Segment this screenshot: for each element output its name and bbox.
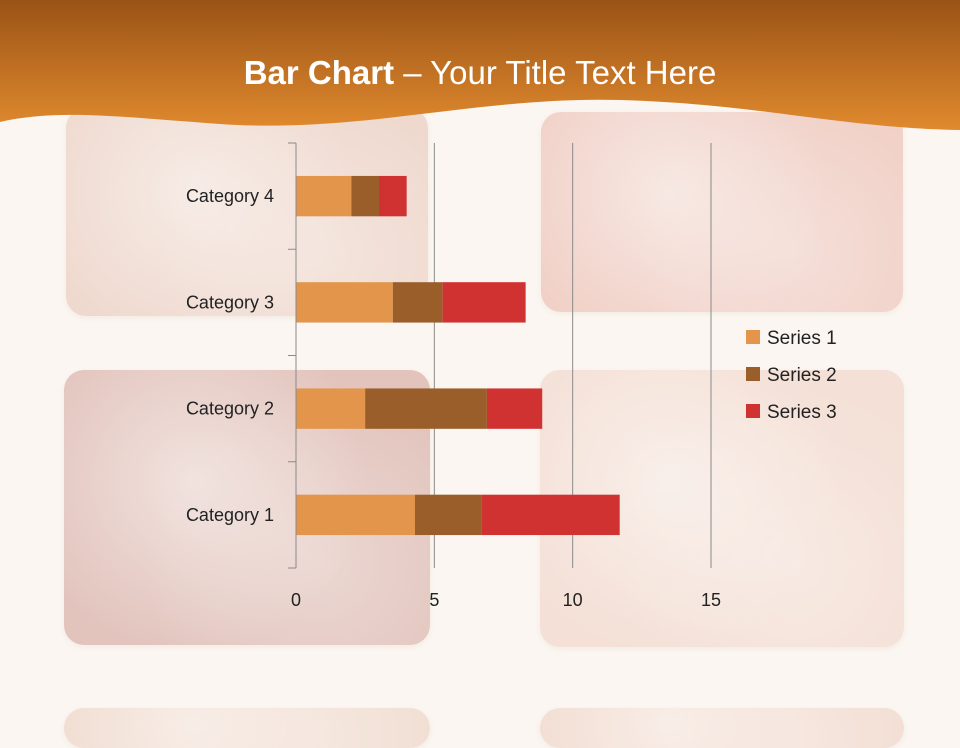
bar-3-series-1 — [296, 282, 393, 323]
x-tick-label: 10 — [563, 590, 583, 610]
category-label: Category 4 — [186, 186, 274, 206]
category-label: Category 1 — [186, 505, 274, 525]
title-rest: Your Title Text Here — [430, 54, 717, 91]
legend-label: Series 3 — [767, 402, 837, 423]
bar-3-series-3 — [442, 282, 526, 323]
bar-1-series-1 — [296, 494, 415, 536]
title-dash: – — [394, 54, 431, 91]
bar-4-series-3 — [379, 175, 407, 217]
bar-2-series-1 — [296, 388, 366, 429]
axis-layer: 0 5 10 15 Category 1 Category 2 Category 3 Cate… — [186, 142, 721, 610]
bar-chart: 0 5 10 15 Category 1 Category 2 Category 3 Cate… — [186, 142, 837, 610]
category-label: Category 2 — [186, 399, 274, 419]
x-tick-label: 15 — [701, 590, 721, 610]
prosciutto-platter — [541, 112, 903, 312]
slide-title: Bar Chart – Your Title Text Here — [0, 54, 960, 92]
legend-label: Series 2 — [767, 365, 837, 386]
legend-swatch — [746, 404, 760, 418]
header-band — [0, 0, 960, 130]
legend-swatch — [746, 330, 760, 344]
header-wave — [0, 0, 960, 130]
bar-1-series-2 — [414, 494, 482, 536]
bar-3-series-2 — [392, 282, 443, 323]
bar-4-series-1 — [296, 175, 352, 217]
legend: Series 1 Series 2 Series 3 — [746, 328, 837, 423]
x-tick-label: 5 — [429, 590, 439, 610]
bar-4-series-2 — [351, 175, 379, 217]
legend-swatch — [746, 367, 760, 381]
category-label: Category 3 — [186, 292, 274, 312]
title-bold: Bar Chart — [243, 54, 395, 91]
bar-1-series-3 — [481, 494, 620, 536]
bar-2-series-2 — [365, 388, 487, 429]
bar-layer — [296, 175, 620, 536]
bar-2-series-3 — [486, 388, 543, 429]
legend-label: Series 1 — [767, 328, 837, 349]
x-tick-label: 0 — [291, 590, 301, 610]
